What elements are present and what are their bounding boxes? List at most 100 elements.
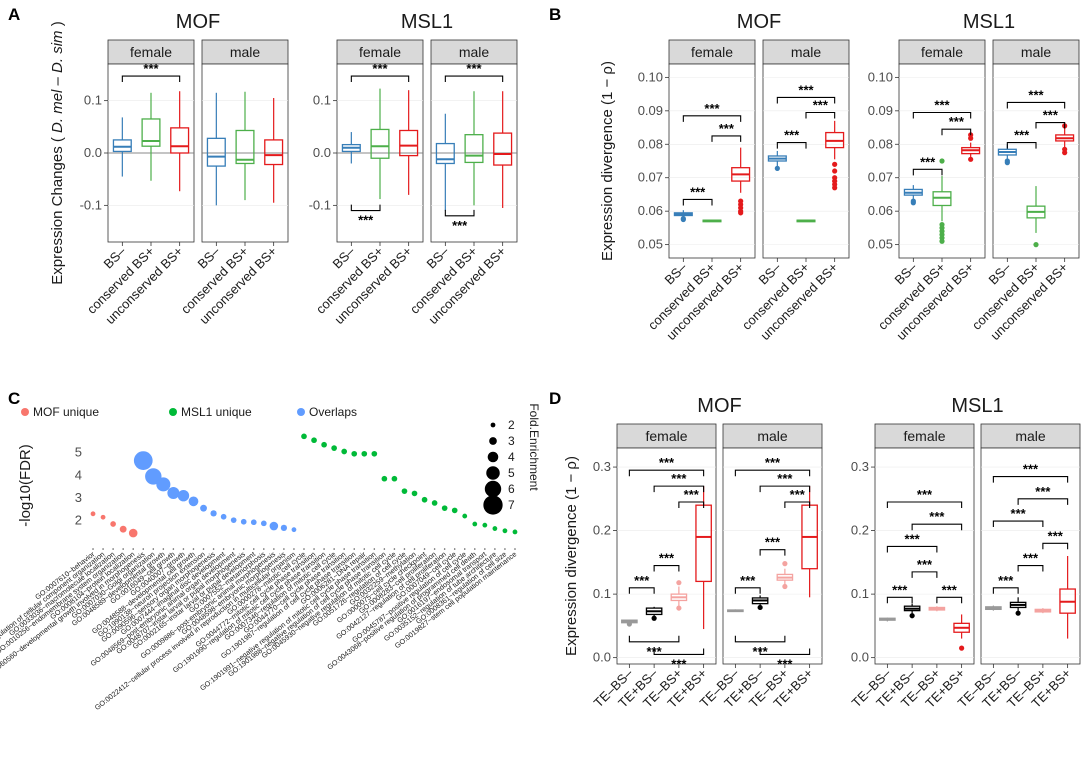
significance-bracket xyxy=(444,209,475,217)
significance-bracket xyxy=(1006,142,1037,149)
y-tick-label: 0.06 xyxy=(868,203,893,218)
significance-bracket xyxy=(886,596,913,604)
y-axis-label-suffix: ) xyxy=(49,21,66,30)
significance-bracket xyxy=(628,635,680,643)
x-tick-mark xyxy=(363,548,366,550)
y-axis-label-prefix: Expression Changes ( xyxy=(49,133,66,285)
outlier-point xyxy=(626,621,632,627)
significance-bracket xyxy=(805,111,836,119)
box-0 xyxy=(985,605,1002,611)
box-iqr xyxy=(399,129,419,157)
box-1 xyxy=(702,219,722,223)
facet-strip xyxy=(874,423,975,449)
significance-label: *** xyxy=(917,557,933,572)
outlier-point xyxy=(968,156,974,162)
box-0 xyxy=(903,185,923,206)
go-term-dot xyxy=(145,468,162,485)
x-tick-mark xyxy=(112,548,114,550)
outlier-point xyxy=(832,168,838,174)
y-tick-label: 4 xyxy=(75,467,82,482)
y-tick-label: 0.09 xyxy=(868,103,893,118)
go-term-dot xyxy=(371,450,378,457)
significance-bracket xyxy=(759,648,811,656)
go-term-dot xyxy=(250,519,257,526)
significance-bracket xyxy=(711,135,742,142)
x-tick-mark xyxy=(132,548,135,550)
outlier-point xyxy=(939,238,945,244)
y-tick-label: 0.1 xyxy=(313,93,331,108)
facet-strip-label: male xyxy=(757,428,788,444)
significance-bracket xyxy=(1017,498,1069,505)
facet-strip xyxy=(992,39,1080,65)
outlier-point xyxy=(680,216,686,223)
y-tick-label: 0.0 xyxy=(84,145,102,160)
go-term-dot xyxy=(119,525,127,533)
y-axis-label: Expression divergence (1 − ρ) xyxy=(599,61,616,261)
x-tick-mark xyxy=(252,548,255,550)
significance-bracket xyxy=(776,96,836,104)
size-legend-dot xyxy=(484,480,502,498)
go-term-dot xyxy=(451,507,458,514)
x-tick-mark xyxy=(393,548,396,550)
x-tick-mark xyxy=(383,548,386,550)
significance-bracket xyxy=(992,520,1044,528)
go-term-dot xyxy=(240,518,247,525)
significance-bracket xyxy=(911,523,963,531)
outlier-point xyxy=(939,158,945,164)
facet-strip-label: female xyxy=(691,44,733,60)
box-iqr xyxy=(112,139,132,153)
x-tick-mark xyxy=(473,548,476,550)
go-term-dot xyxy=(110,521,116,527)
significance-bracket xyxy=(992,476,1069,483)
outlier-point xyxy=(909,613,915,619)
significance-label: *** xyxy=(784,128,800,143)
significance-label: *** xyxy=(892,582,908,597)
outlier-point xyxy=(1062,150,1068,156)
go-term-dot xyxy=(441,505,448,511)
y-tick-label: 0.2 xyxy=(593,523,611,538)
outlier-point xyxy=(651,615,657,621)
outlier-point xyxy=(1015,610,1021,616)
x-tick-mark xyxy=(172,548,175,550)
significance-bracket xyxy=(682,115,742,122)
y-tick-label: 0.1 xyxy=(851,586,869,601)
x-tick-mark xyxy=(162,548,165,550)
facet-strip xyxy=(762,39,850,65)
x-tick-mark xyxy=(403,548,406,550)
significance-label: *** xyxy=(917,487,933,502)
y-tick-label: 5 xyxy=(75,445,82,460)
box-iqr xyxy=(235,129,255,165)
x-tick-mark xyxy=(323,548,325,550)
y-tick-label: 0.10 xyxy=(868,69,893,84)
outlier-point xyxy=(1004,160,1010,166)
size-legend-label: 3 xyxy=(508,434,515,448)
significance-label: *** xyxy=(1023,551,1039,566)
box-2 xyxy=(170,91,190,192)
outlier-point xyxy=(782,583,788,590)
box-0 xyxy=(997,144,1017,166)
box-iqr xyxy=(206,137,226,167)
outlier-point xyxy=(959,645,965,651)
significance-bracket xyxy=(911,571,938,578)
significance-bracket xyxy=(350,204,381,212)
y-tick-label: 0.05 xyxy=(638,237,663,252)
significance-label: *** xyxy=(1035,484,1051,499)
box-2 xyxy=(1034,608,1052,614)
box-1 xyxy=(1026,186,1046,248)
panel-a: A Expression Changes ( D. mel – D. sim ) M… xyxy=(8,5,518,327)
significance-bracket xyxy=(1042,542,1069,550)
go-term-dot xyxy=(421,496,428,503)
facet-strip xyxy=(898,39,986,65)
y-tick-label: 0.1 xyxy=(593,586,611,601)
box-2 xyxy=(264,98,284,203)
significance-label: *** xyxy=(1011,506,1027,521)
facet-strip-label: male xyxy=(459,44,490,60)
go-term-dot xyxy=(260,520,267,527)
legend-label: MOF unique xyxy=(33,405,99,419)
go-term-dot xyxy=(401,488,408,494)
group-title: MOF xyxy=(176,11,220,33)
significance-bracket xyxy=(121,75,181,83)
x-tick-mark xyxy=(242,548,245,550)
go-term-dot xyxy=(188,496,199,507)
significance-label: *** xyxy=(704,101,720,116)
